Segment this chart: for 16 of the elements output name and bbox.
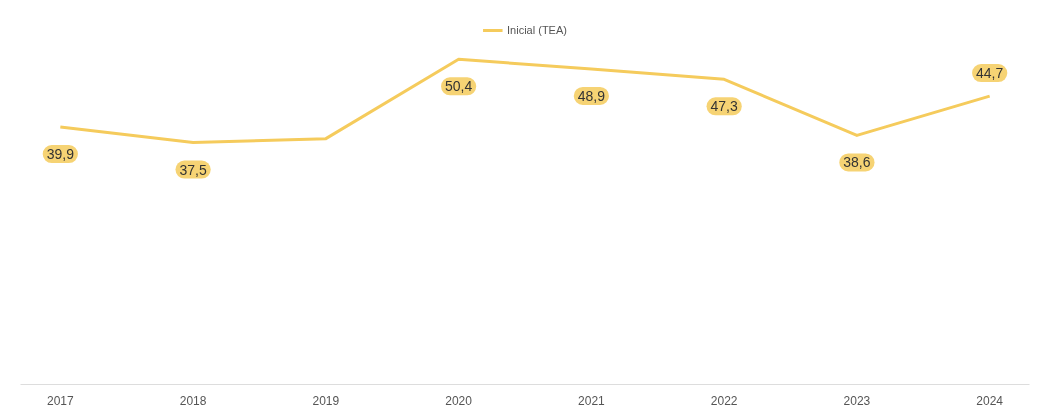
data-label: 39,9 [46,146,75,163]
x-tick-label: 2023 [843,393,871,407]
data-label: 38,6 [843,154,871,171]
x-tick-label: 2018 [179,393,207,407]
data-label: 44,7 [976,65,1004,82]
x-tick-label: 2020 [445,393,473,407]
data-label: 48,9 [577,87,606,104]
x-tick-label: 2024 [976,393,1004,407]
x-tick-label: 2021 [578,393,606,407]
x-tick-label: 2017 [46,393,74,407]
data-label: 50,4 [444,78,473,95]
legend-label: Inicial (TEA) [507,24,567,36]
x-tick-label: 2022 [710,393,738,407]
data-label: 47,3 [710,98,738,115]
x-tick-label: 2019 [312,393,340,407]
data-label: 37,5 [179,161,207,178]
